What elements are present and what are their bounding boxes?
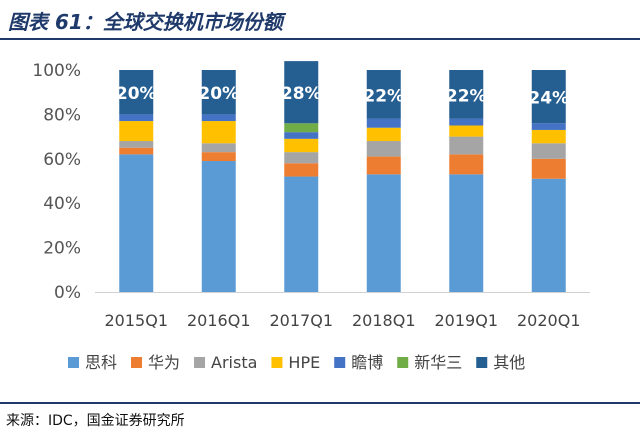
bar-segment-2018Q1-Arista xyxy=(366,141,401,157)
legend-label-华为: 华为 xyxy=(148,353,180,372)
source-note: 来源：IDC，国金证券研究所 xyxy=(6,413,185,429)
bar-segment-2015Q1-思科 xyxy=(119,154,154,292)
bar-segment-2019Q1-其他 xyxy=(449,70,484,119)
bar-segment-2020Q1-瞻博 xyxy=(531,123,566,130)
bar-segment-2016Q1-其他 xyxy=(201,70,236,115)
legend-swatch-瞻博 xyxy=(334,357,346,368)
bar-segment-2018Q1-华为 xyxy=(366,156,401,175)
x-tick-label: 2016Q1 xyxy=(187,311,251,330)
data-label-2019Q1: 22% xyxy=(446,86,487,106)
bar-segment-2020Q1-思科 xyxy=(531,178,566,292)
bar-segment-2015Q1-Arista xyxy=(119,141,154,148)
bar-segment-2015Q1-瞻博 xyxy=(119,114,154,122)
stacked-bar-chart: 0% 20% 40% 60% 80% 100% 20% 2015Q1 20% 2016Q1 28% 2… xyxy=(32,61,590,372)
x-tick-label: 2017Q1 xyxy=(270,311,334,330)
bar-segment-2018Q1-思科 xyxy=(366,174,401,292)
bar-segment-2016Q1-HPE xyxy=(201,121,236,144)
bar-segment-2019Q1-瞻博 xyxy=(449,118,484,126)
data-label-2018Q1: 22% xyxy=(363,86,404,106)
bar-segment-2019Q1-华为 xyxy=(449,154,484,175)
legend-label-Arista: Arista xyxy=(211,353,257,372)
bar-segment-2019Q1-思科 xyxy=(449,174,484,292)
x-tick-label: 2015Q1 xyxy=(105,311,169,330)
y-tick-label: 60% xyxy=(43,150,81,170)
legend-swatch-Arista xyxy=(194,357,206,368)
bar-segment-2017Q1-HPE xyxy=(284,138,319,153)
bar-segment-2015Q1-其他 xyxy=(119,70,154,115)
bar-segment-2015Q1-HPE xyxy=(119,121,154,142)
y-tick-label: 0% xyxy=(54,283,81,303)
chart-title: 图表 61：全球交换机市场份额 xyxy=(8,10,283,34)
bar-segment-2019Q1-Arista xyxy=(449,136,484,155)
data-label-2015Q1: 20% xyxy=(116,84,157,104)
bar-segment-2017Q1-华为 xyxy=(284,163,319,177)
y-tick-label: 80% xyxy=(43,105,81,125)
legend-label-其他: 其他 xyxy=(493,353,525,372)
chart-title-bar: 图表 61：全球交换机市场份额 xyxy=(0,0,640,40)
bar-segment-2017Q1-Arista xyxy=(284,152,319,164)
x-tick-label: 2020Q1 xyxy=(517,311,581,330)
legend-swatch-HPE xyxy=(271,357,283,368)
bar-segment-2020Q1-Arista xyxy=(531,143,566,159)
data-label-2020Q1: 24% xyxy=(528,89,569,109)
legend-swatch-华为 xyxy=(131,357,143,368)
bar-segment-2017Q1-瞻博 xyxy=(284,132,319,139)
footer-divider xyxy=(0,402,640,404)
bar-segment-2016Q1-思科 xyxy=(201,161,236,292)
bar-segment-2016Q1-Arista xyxy=(201,143,236,153)
legend-label-思科: 思科 xyxy=(85,353,117,372)
y-tick-label: 40% xyxy=(43,194,81,214)
legend-swatch-其他 xyxy=(476,357,488,368)
legend-label-瞻博: 瞻博 xyxy=(351,353,383,372)
bar-segment-2015Q1-华为 xyxy=(119,147,154,155)
bar-segment-2017Q1-其他 xyxy=(284,61,319,124)
x-tick-label: 2018Q1 xyxy=(352,311,416,330)
data-label-2017Q1: 28% xyxy=(281,84,322,104)
bar-segment-2016Q1-瞻博 xyxy=(201,114,236,122)
bar-segment-2020Q1-其他 xyxy=(531,70,566,124)
y-tick-label: 100% xyxy=(32,61,81,81)
bar-segment-2020Q1-HPE xyxy=(531,129,566,144)
data-label-2016Q1: 20% xyxy=(198,84,239,104)
bar-segment-2018Q1-瞻博 xyxy=(366,118,401,128)
bar-segment-2018Q1-其他 xyxy=(366,70,401,119)
bar-segment-2017Q1-新华三 xyxy=(284,123,319,133)
bar-segment-2019Q1-HPE xyxy=(449,125,484,137)
bar-segment-2017Q1-思科 xyxy=(284,176,319,292)
legend-label-HPE: HPE xyxy=(288,353,320,372)
title-divider xyxy=(0,38,640,40)
legend-swatch-新华三 xyxy=(397,357,409,368)
x-tick-label: 2019Q1 xyxy=(435,311,499,330)
bar-segment-2016Q1-华为 xyxy=(201,152,236,162)
y-tick-label: 20% xyxy=(43,239,81,259)
bar-segment-2020Q1-华为 xyxy=(531,158,566,179)
legend-swatch-思科 xyxy=(68,357,79,368)
bar-segment-2018Q1-HPE xyxy=(366,127,401,142)
legend-label-新华三: 新华三 xyxy=(414,353,462,372)
